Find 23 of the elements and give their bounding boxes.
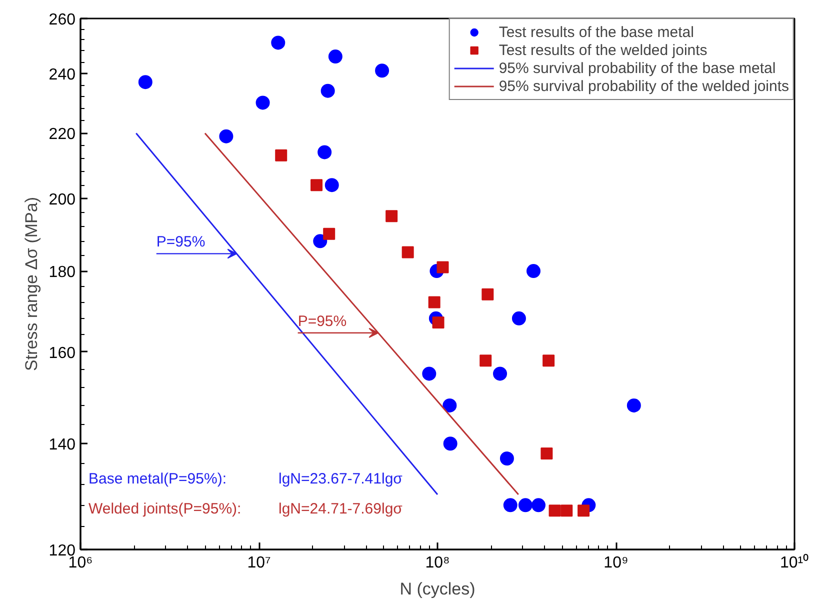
legend-label: 95% survival probability of the welded joints (498, 77, 789, 95)
y-tick-label: 160 (48, 344, 76, 362)
annotation: Welded joints(P=95%): (88, 500, 242, 518)
y-tick-label: 240 (48, 66, 76, 84)
y-tick-label: 220 (48, 126, 76, 144)
annotation: lgN=23.67-7.41lgσ (278, 470, 404, 488)
x-axis-title: N (cycles) (400, 580, 476, 598)
y-tick-label: 180 (48, 264, 76, 282)
legend-label: Test results of the welded joints (498, 41, 708, 59)
annotation: lgN=24.71-7.69lgσ (278, 500, 404, 518)
legend-label: Test results of the base metal (498, 23, 694, 41)
annotation: P=95% (298, 312, 347, 330)
y-tick-label: 200 (48, 192, 76, 209)
legend-label: 95% survival probability of the base metal (498, 59, 776, 77)
x-tick-label: 10⁹ (604, 554, 628, 572)
annotation: P=95% (156, 234, 206, 251)
x-tick-label: 10⁸ (425, 554, 450, 572)
y-tick-label: 260 (48, 12, 76, 28)
y-axis-title: Stress range Δσ (MPa) (22, 197, 41, 371)
y-tick-label: 140 (48, 436, 76, 454)
x-tick-label: 10¹⁰ (780, 554, 810, 572)
annotation: Base metal(P=95%): (88, 470, 226, 488)
x-tick-label: 10⁷ (247, 554, 272, 572)
